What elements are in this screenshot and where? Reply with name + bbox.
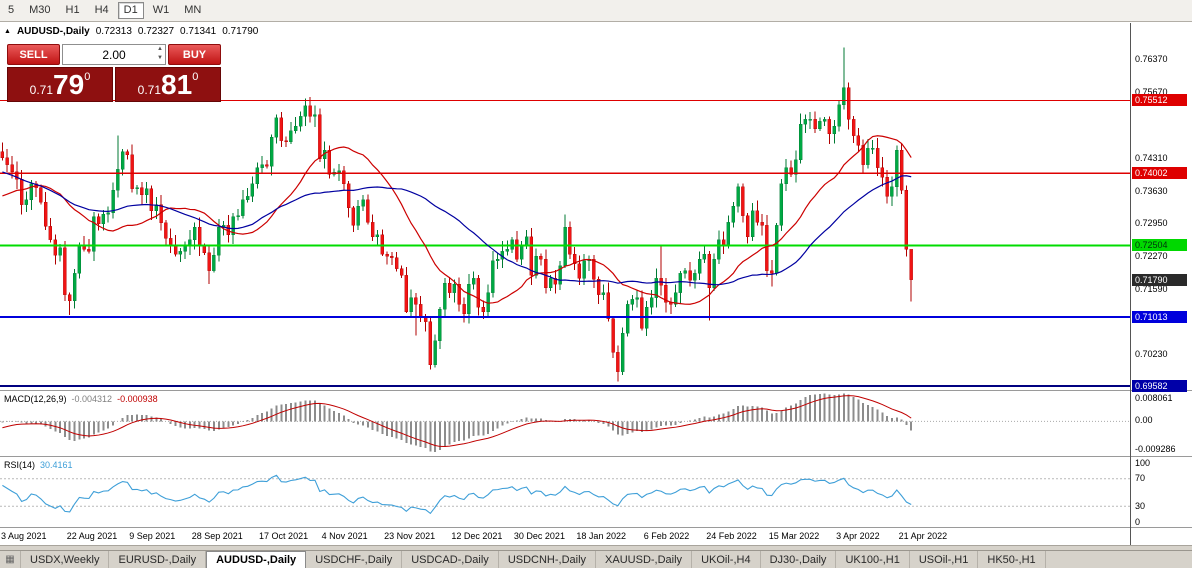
timeframe-button-mn[interactable]: MN bbox=[178, 2, 207, 19]
tab-usdcad-daily[interactable]: USDCAD-,Daily bbox=[402, 551, 499, 568]
date-label: 12 Dec 2021 bbox=[451, 531, 503, 541]
price-tick: 0.71590 bbox=[1135, 283, 1168, 294]
timeframe-button-d1[interactable]: D1 bbox=[117, 2, 144, 19]
panel-separator bbox=[0, 527, 1192, 528]
date-label: 4 Nov 2021 bbox=[321, 531, 368, 541]
tab-eurusd-daily[interactable]: EURUSD-,Daily bbox=[109, 551, 207, 568]
moving-average-line bbox=[2, 171, 912, 286]
statusbar-strip bbox=[0, 545, 1192, 550]
rsi-line bbox=[2, 474, 912, 515]
ohlc-low: 0.71341 bbox=[180, 26, 217, 37]
volume-input[interactable]: 2.00 ▲ ▼ bbox=[62, 44, 166, 65]
buy-price-display[interactable]: 0.71 81 0 bbox=[115, 67, 221, 102]
price-level-badge: 0.69582 bbox=[1132, 380, 1187, 393]
macd-value-main: -0.004312 bbox=[71, 394, 113, 404]
spinner-up-icon[interactable]: ▲ bbox=[157, 46, 163, 52]
price-tick: 0.74310 bbox=[1135, 152, 1168, 163]
buy-button[interactable]: BUY bbox=[168, 44, 221, 65]
macd-value-signal: -0.000938 bbox=[117, 394, 158, 404]
chart-tabs-bar: ▦ USDX,Weekly EURUSD-,Daily AUDUSD-,Daily US… bbox=[0, 550, 1192, 568]
sell-price-pips: 79 bbox=[53, 69, 85, 100]
chart-windows-icon[interactable]: ▦ bbox=[0, 551, 21, 568]
timeframe-button-5[interactable]: 5 bbox=[2, 2, 20, 19]
price-axis[interactable]: 0.76370 0.75670 0.74310 0.73630 0.72950 0.722… bbox=[1131, 0, 1192, 545]
price-level-badge: 0.71013 bbox=[1132, 311, 1187, 324]
sell-price-display[interactable]: 0.71 79 0 bbox=[7, 67, 113, 102]
rsi-axis-tick: 100 bbox=[1135, 458, 1151, 468]
price-level-badge: 0.75512 bbox=[1132, 94, 1187, 107]
spinner-down-icon[interactable]: ▼ bbox=[157, 55, 163, 61]
tab-usdchf-daily[interactable]: USDCHF-,Daily bbox=[306, 551, 403, 568]
rsi-name: RSI(14) bbox=[4, 460, 36, 470]
tab-usdx-weekly[interactable]: USDX,Weekly bbox=[21, 551, 110, 568]
panel-separator[interactable] bbox=[0, 390, 1192, 391]
tab-uk100-h1[interactable]: UK100-,H1 bbox=[836, 551, 910, 568]
date-label: 15 Mar 2022 bbox=[768, 531, 820, 541]
date-label: 24 Feb 2022 bbox=[706, 531, 757, 541]
date-label: 3 Aug 2021 bbox=[1, 531, 47, 541]
buy-price-pips: 81 bbox=[161, 69, 193, 100]
date-label: 17 Oct 2021 bbox=[259, 531, 309, 541]
panel-separator[interactable] bbox=[0, 456, 1192, 457]
time-axis[interactable]: 3 Aug 2021 22 Aug 2021 9 Sep 2021 28 Sep 20… bbox=[0, 529, 1130, 545]
chart-title: ▲ AUDUSD-,Daily 0.72313 0.72327 0.71341 … bbox=[4, 26, 258, 37]
timeframe-button-w1[interactable]: W1 bbox=[147, 2, 176, 19]
date-label: 30 Dec 2021 bbox=[513, 531, 565, 541]
price-level-badge: 0.72504 bbox=[1132, 239, 1187, 252]
tab-dj30-daily[interactable]: DJ30-,Daily bbox=[761, 551, 837, 568]
macd-name: MACD(12,26,9) bbox=[4, 394, 67, 404]
tab-xauusd-daily[interactable]: XAUUSD-,Daily bbox=[596, 551, 693, 568]
macd-axis-tick: 0.00 bbox=[1135, 415, 1153, 426]
date-label: 9 Sep 2021 bbox=[129, 531, 176, 541]
date-label: 3 Apr 2022 bbox=[836, 531, 880, 541]
rsi-axis-tick: 70 bbox=[1135, 473, 1146, 484]
timeframe-button-m30[interactable]: M30 bbox=[23, 2, 56, 19]
sell-price-pipette: 0 bbox=[84, 71, 91, 83]
moving-average-line bbox=[2, 135, 912, 305]
symbol-marker-icon: ▲ bbox=[4, 27, 11, 35]
tab-audusd-daily[interactable]: AUDUSD-,Daily bbox=[206, 551, 307, 568]
rsi-label: RSI(14) 30.4161 bbox=[4, 460, 73, 470]
price-axis-border bbox=[1130, 23, 1131, 545]
price-tick: 0.73630 bbox=[1135, 185, 1168, 196]
rsi-axis-tick: 0 bbox=[1135, 517, 1141, 527]
volume-value: 2.00 bbox=[102, 47, 126, 62]
price-level-badge: 0.71790 bbox=[1132, 273, 1187, 286]
rsi-axis-tick: 30 bbox=[1135, 500, 1146, 511]
buy-price-prefix: 0.71 bbox=[137, 83, 162, 97]
price-level-badge: 0.74002 bbox=[1132, 167, 1187, 180]
macd-axis-tick: -0.009286 bbox=[1135, 444, 1176, 454]
ohlc-high: 0.72327 bbox=[137, 26, 175, 37]
one-click-trading-panel: SELL 2.00 ▲ ▼ BUY 0.71 79 0 0.71 81 0 bbox=[7, 44, 221, 102]
price-tick: 0.76370 bbox=[1135, 53, 1168, 64]
price-tick: 0.70230 bbox=[1135, 349, 1168, 360]
sell-price-prefix: 0.71 bbox=[29, 83, 54, 97]
tab-ukoil-h4[interactable]: UKOil-,H4 bbox=[692, 551, 761, 568]
price-tick: 0.72270 bbox=[1135, 251, 1168, 262]
date-label: 6 Feb 2022 bbox=[643, 531, 690, 541]
tab-usdcnh-daily[interactable]: USDCNH-,Daily bbox=[499, 551, 597, 568]
date-label: 23 Nov 2021 bbox=[384, 531, 436, 541]
chart-symbol-label: AUDUSD-,Daily bbox=[16, 26, 90, 37]
date-label: 21 Apr 2022 bbox=[898, 531, 948, 541]
rsi-value: 30.4161 bbox=[40, 460, 73, 470]
macd-label: MACD(12,26,9) -0.004312 -0.000938 bbox=[4, 394, 158, 404]
price-tick: 0.72950 bbox=[1135, 218, 1168, 229]
date-label: 28 Sep 2021 bbox=[191, 531, 243, 541]
timeframe-button-h1[interactable]: H1 bbox=[60, 2, 86, 19]
timeframe-toolbar: 5 M30 H1 H4 D1 W1 MN bbox=[0, 0, 1192, 22]
price-tick: 0.75670 bbox=[1135, 87, 1168, 98]
date-label: 18 Jan 2022 bbox=[576, 531, 626, 541]
volume-spinner[interactable]: ▲ ▼ bbox=[157, 45, 163, 63]
timeframe-button-h4[interactable]: H4 bbox=[89, 2, 115, 19]
buy-price-pipette: 0 bbox=[192, 71, 199, 83]
macd-axis-tick: 0.008061 bbox=[1135, 393, 1173, 403]
tab-hk50-h1[interactable]: HK50-,H1 bbox=[978, 551, 1046, 568]
ohlc-close: 0.71790 bbox=[222, 26, 259, 37]
tab-usoil-h1[interactable]: USOil-,H1 bbox=[910, 551, 979, 568]
ohlc-open: 0.72313 bbox=[95, 26, 132, 37]
date-label: 22 Aug 2021 bbox=[66, 531, 118, 541]
sell-button[interactable]: SELL bbox=[7, 44, 60, 65]
